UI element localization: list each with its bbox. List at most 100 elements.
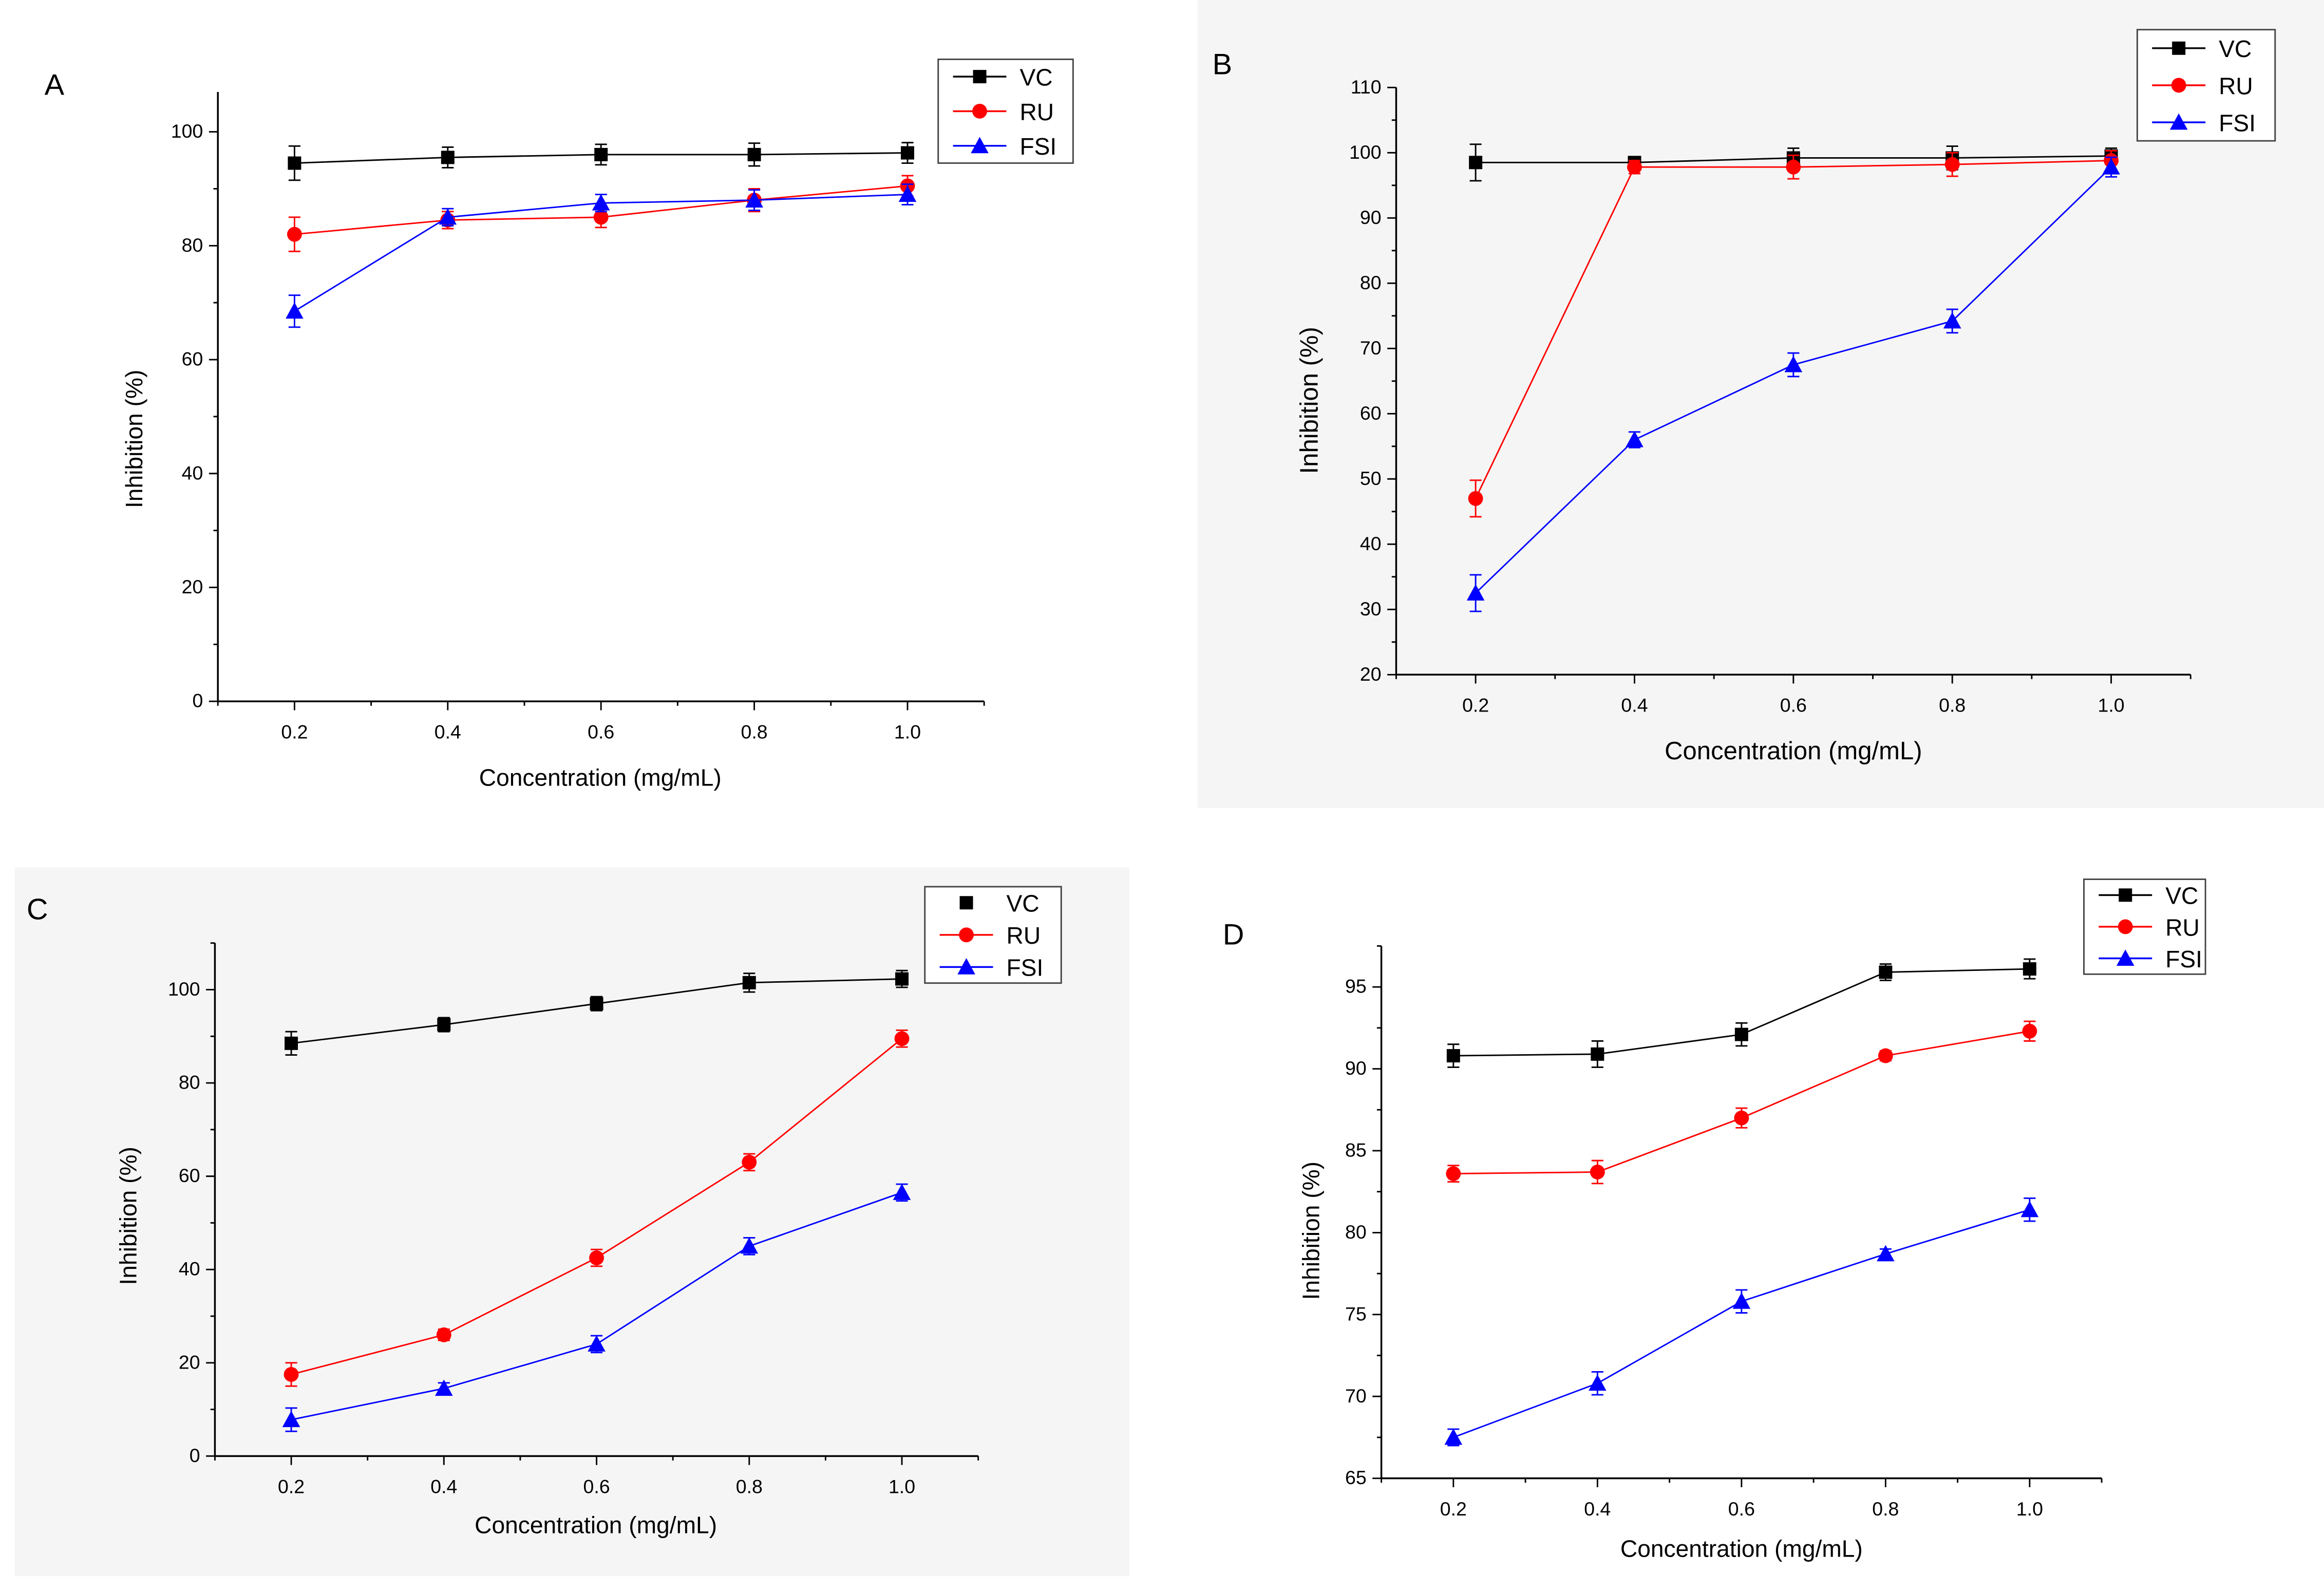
y-tick-label: 80: [1360, 272, 1382, 293]
legend-item-ru: RU: [2152, 72, 2253, 99]
data-point: [1469, 156, 1483, 170]
y-tick-label: 110: [1351, 76, 1382, 98]
data-point: [1591, 1047, 1604, 1061]
legend-item-vc: VC: [2152, 35, 2252, 62]
legend-label: RU: [1019, 99, 1054, 125]
x-tick-label: 0.4: [1621, 694, 1648, 716]
data-point: [284, 1367, 299, 1382]
data-point: [588, 1335, 606, 1352]
y-tick-label: 30: [1360, 598, 1382, 620]
x-tick-label: 0.4: [1584, 1498, 1611, 1520]
legend: VC RU FSI: [937, 59, 1074, 164]
x-tick-label: 0.4: [434, 721, 461, 742]
x-axis-title: Concentration (mg/mL): [1665, 737, 1922, 765]
y-tick-label: 60: [179, 1165, 200, 1186]
legend-item-fsi: FSI: [2152, 109, 2256, 136]
data-point: [898, 185, 917, 202]
legend-marker: [2116, 949, 2134, 966]
legend-marker: [959, 896, 973, 910]
data-point: [434, 1379, 453, 1396]
chart-panel-a: A 0 20 40 60 80 100 0.2 0.4 0.6 0.8 1.0 Concentratio…: [45, 59, 1074, 791]
x-tick-label: 0.6: [1780, 694, 1807, 716]
y-tick-label: 85: [1345, 1139, 1367, 1161]
legend-label: VC: [1019, 64, 1052, 90]
data-point: [2020, 1201, 2039, 1218]
legend-item-fsi: FSI: [939, 954, 1043, 981]
y-axis-title: Inhibition (%): [121, 370, 147, 508]
legend-item-ru: RU: [2099, 914, 2200, 941]
data-point: [288, 156, 301, 170]
data-point: [1786, 159, 1801, 175]
legend-item-fsi: FSI: [2099, 946, 2202, 972]
x-tick-label: 0.6: [588, 721, 614, 742]
y-tick-label: 40: [1360, 533, 1382, 554]
data-point: [742, 976, 756, 989]
data-point: [1468, 491, 1483, 506]
y-tick-label: 60: [182, 348, 203, 370]
data-point: [287, 227, 302, 242]
y-tick-label: 80: [179, 1072, 200, 1093]
data-point: [2102, 158, 2120, 175]
legend-label: FSI: [2219, 109, 2256, 136]
data-point: [1444, 1428, 1463, 1445]
x-tick-label: 0.2: [281, 721, 308, 742]
legend-label: RU: [1006, 922, 1041, 949]
data-point: [589, 1250, 604, 1265]
x-tick-label: 0.2: [1440, 1498, 1467, 1520]
y-axis-title: Inhibition (%): [1296, 327, 1324, 474]
legend-label: FSI: [1006, 954, 1043, 981]
x-tick-label: 1.0: [2098, 694, 2125, 716]
panel-background: [1197, 0, 2324, 809]
data-point: [2022, 1023, 2037, 1039]
y-tick-label: 95: [1345, 976, 1367, 997]
legend-label: FSI: [1019, 133, 1056, 160]
y-tick-label: 20: [1360, 663, 1382, 685]
chart-panel-b: B 20 30 40 50 60 70 80 90 100 110 0.2 0.4 0.6 0.8 1.0 Co…: [1197, 0, 2324, 809]
series-fsi: [1444, 1197, 2039, 1447]
panel-label: B: [1213, 48, 1232, 81]
data-point: [441, 151, 455, 164]
x-tick-label: 0.8: [741, 721, 768, 742]
legend: VC RU FSI: [924, 886, 1062, 984]
series-fsi: [282, 1183, 911, 1432]
legend-label: VC: [1006, 890, 1039, 917]
legend-label: RU: [2165, 914, 2200, 941]
legend-marker: [2171, 78, 2186, 93]
legend-marker: [957, 958, 975, 975]
legend-marker: [2172, 41, 2186, 55]
x-tick-label: 0.8: [1939, 694, 1966, 716]
y-tick-label: 80: [182, 234, 203, 256]
data-point: [286, 302, 304, 319]
y-tick-label: 20: [182, 576, 203, 597]
legend-item-fsi: FSI: [953, 133, 1056, 160]
series-line: [1453, 1030, 2030, 1175]
panel-background: [14, 867, 1130, 1577]
panel-label: A: [45, 69, 65, 102]
series-fsi: [286, 183, 917, 328]
data-point: [590, 997, 603, 1010]
data-point: [439, 208, 457, 225]
y-tick-label: 70: [1360, 337, 1382, 359]
y-axis-title: Inhibition (%): [1297, 1162, 1324, 1300]
y-tick-label: 100: [168, 978, 200, 1000]
data-point: [1590, 1165, 1605, 1180]
series-ru: [1446, 1020, 2037, 1185]
y-tick-label: 0: [193, 690, 203, 712]
series-vc: [1446, 958, 2036, 1068]
legend-item-vc: VC: [953, 64, 1053, 90]
chart-panel-c: C 0 20 40 60 80 100 0.2 0.4 0.6 0.8 1.0 Concentratio…: [14, 867, 1130, 1577]
x-tick-label: 1.0: [2016, 1498, 2043, 1520]
legend-marker: [2118, 919, 2133, 934]
y-tick-label: 90: [1360, 207, 1382, 228]
x-tick-label: 0.2: [278, 1476, 305, 1498]
data-point: [1466, 584, 1485, 601]
x-tick-label: 0.8: [736, 1476, 763, 1498]
y-tick-label: 65: [1345, 1467, 1367, 1488]
y-axis-title: Inhibition (%): [115, 1147, 142, 1285]
data-point: [437, 1018, 451, 1032]
data-point: [593, 210, 609, 225]
data-point: [740, 1237, 759, 1254]
data-point: [1784, 355, 1803, 372]
